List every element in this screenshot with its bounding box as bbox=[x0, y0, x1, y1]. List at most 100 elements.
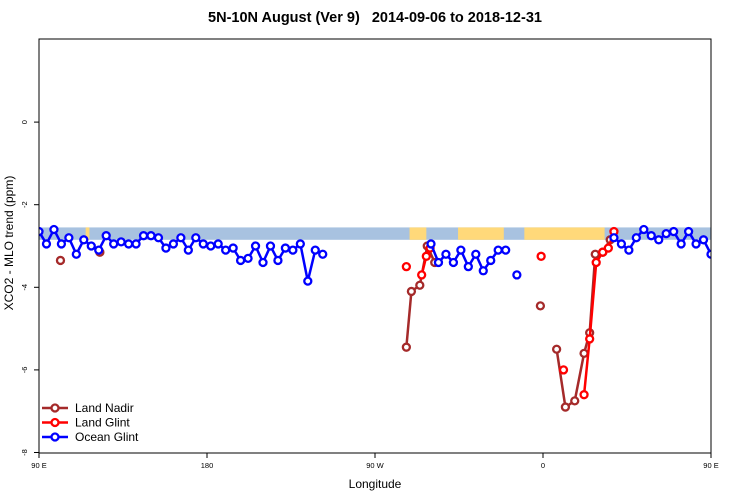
ocean-glint-point bbox=[646, 231, 656, 241]
y-tick-label: -8 bbox=[20, 449, 29, 456]
ocean-glint-point bbox=[486, 255, 496, 266]
ocean-glint-point bbox=[691, 239, 701, 249]
land-nadir-point bbox=[55, 255, 66, 266]
ocean-glint-point bbox=[206, 241, 216, 251]
ocean-glint-point bbox=[161, 243, 171, 253]
ocean-glint-point bbox=[715, 236, 722, 243]
ocean-glint-point bbox=[471, 249, 481, 259]
ocean-glint-point bbox=[265, 241, 276, 251]
land-glint-point bbox=[417, 270, 427, 280]
land-band-segment bbox=[85, 227, 90, 240]
land-glint-point bbox=[421, 251, 431, 261]
y-tick-label: -6 bbox=[20, 367, 29, 374]
land-nadir-point bbox=[560, 402, 571, 412]
ocean-glint-point bbox=[71, 249, 81, 259]
ocean-glint-point bbox=[49, 224, 59, 235]
land-glint-point bbox=[558, 365, 569, 375]
ocean-glint-point bbox=[221, 245, 231, 255]
ocean-glint-point bbox=[235, 255, 246, 266]
ocean-glint-point bbox=[669, 226, 679, 237]
ocean-glint-point bbox=[661, 228, 671, 239]
x-tick-label: 180 bbox=[201, 461, 214, 470]
ocean-glint-point bbox=[676, 239, 686, 249]
ocean-glint-point bbox=[478, 266, 488, 276]
ocean-glint-point bbox=[631, 233, 641, 243]
ocean-glint-point bbox=[624, 245, 634, 255]
ocean-glint-point bbox=[448, 257, 459, 268]
ocean-glint-point bbox=[243, 253, 253, 264]
ocean-glint-point bbox=[280, 243, 291, 253]
ocean-glint-point bbox=[433, 257, 444, 268]
ocean-glint-point bbox=[64, 233, 74, 243]
x-tick-label: 90 E bbox=[703, 461, 718, 470]
legend-marker bbox=[50, 417, 60, 428]
land-glint-point bbox=[401, 261, 412, 272]
ocean-glint-point bbox=[698, 235, 709, 245]
land-nadir-series bbox=[55, 235, 615, 412]
ocean-glint-point bbox=[86, 241, 96, 251]
x-axis-label: Longitude bbox=[348, 477, 402, 491]
ocean-glint-point bbox=[310, 245, 320, 255]
legend-marker bbox=[50, 403, 60, 413]
land-nadir-point bbox=[415, 280, 425, 290]
y-tick-label: 0 bbox=[20, 120, 29, 124]
ocean-glint-point bbox=[616, 239, 627, 249]
ocean-glint-point bbox=[722, 247, 729, 254]
land-glint-series bbox=[401, 226, 619, 400]
y-axis-label: XCO2 - MLO trend (ppm) bbox=[2, 175, 16, 311]
land-nadir-point bbox=[406, 286, 417, 297]
ocean-glint-point bbox=[183, 245, 193, 255]
ocean-glint-point bbox=[258, 257, 268, 268]
ocean-glint-point bbox=[94, 245, 104, 255]
land-band-segment bbox=[409, 227, 427, 240]
ocean-glint-point bbox=[441, 249, 451, 259]
legend-label: Land Nadir bbox=[75, 401, 134, 415]
ocean-glint-point bbox=[168, 239, 179, 249]
land-glint-point bbox=[585, 334, 595, 344]
ocean-glint-point bbox=[512, 270, 522, 280]
ocean-glint-point bbox=[146, 231, 156, 241]
ocean-glint-point bbox=[745, 240, 750, 247]
ocean-glint-point bbox=[228, 243, 238, 253]
ocean-glint-point bbox=[295, 239, 305, 249]
ocean-glint-point bbox=[730, 247, 737, 254]
land-glint-point bbox=[536, 251, 546, 261]
ocean-glint-point bbox=[456, 245, 466, 255]
land-glint-point bbox=[603, 243, 613, 253]
land-glint-point bbox=[579, 390, 589, 400]
x-tick-label: 90 W bbox=[366, 461, 384, 470]
land-glint-point bbox=[591, 257, 601, 268]
ocean-glint-point bbox=[79, 235, 89, 245]
land-nadir-point bbox=[551, 344, 562, 354]
legend-marker bbox=[50, 432, 60, 442]
land-nadir-point bbox=[535, 301, 546, 311]
ocean-glint-point bbox=[101, 231, 111, 241]
ocean-glint-point bbox=[501, 245, 511, 255]
x-tick-label: 0 bbox=[541, 461, 545, 470]
ocean-glint-point bbox=[303, 276, 313, 286]
chart-title: 5N-10N August (Ver 9) 2014-09-06 to 2018… bbox=[208, 10, 542, 26]
ocean-glint-point bbox=[654, 235, 664, 245]
ocean-glint-point bbox=[639, 224, 649, 235]
ocean-glint-series bbox=[39, 224, 750, 286]
ocean-glint-point bbox=[153, 233, 164, 243]
y-tick-label: -4 bbox=[20, 284, 29, 291]
land-nadir-point bbox=[401, 342, 412, 352]
y-tick-label: -2 bbox=[20, 201, 29, 208]
ocean-glint-point bbox=[41, 239, 52, 249]
ocean-glint-point bbox=[191, 233, 201, 243]
ocean-glint-point bbox=[273, 255, 283, 266]
ocean-glint-point bbox=[138, 231, 149, 241]
legend-label: Ocean Glint bbox=[75, 430, 139, 444]
land-nadir-point bbox=[590, 249, 600, 259]
ocean-glint-point bbox=[683, 226, 694, 237]
ocean-glint-point bbox=[288, 245, 298, 255]
ocean-glint-point bbox=[56, 239, 67, 249]
land-nadir-line bbox=[555, 239, 612, 410]
ocean-glint-point bbox=[116, 237, 126, 247]
land-band-segment bbox=[524, 227, 605, 240]
ocean-glint-point bbox=[39, 226, 44, 237]
ocean-glint-point bbox=[176, 233, 186, 243]
ocean-glint-point bbox=[426, 239, 436, 249]
